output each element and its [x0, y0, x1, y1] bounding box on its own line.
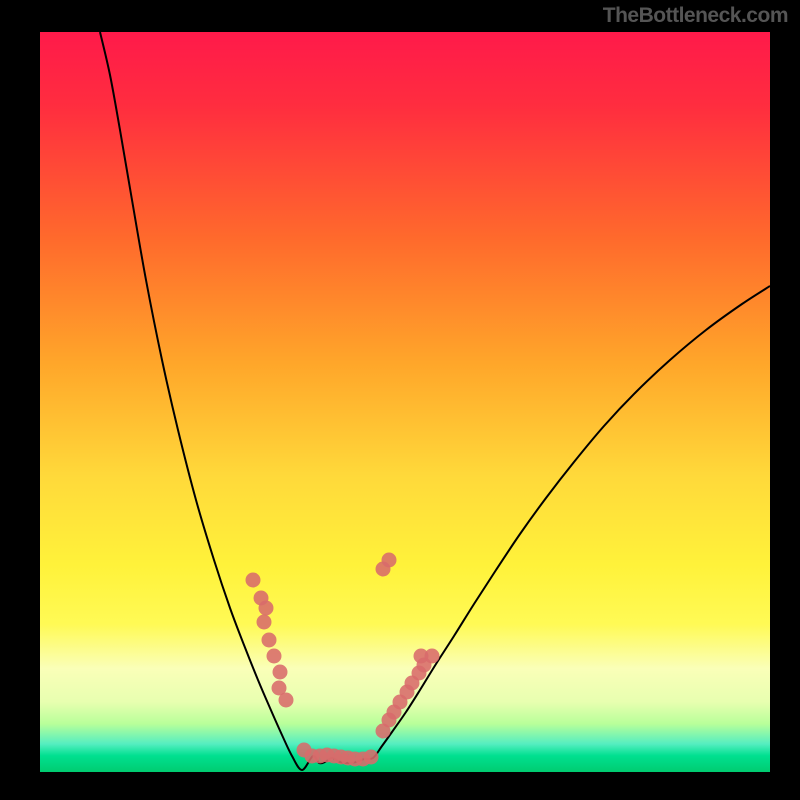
- scatter-point: [364, 750, 379, 765]
- scatter-point: [262, 633, 277, 648]
- scatter-point: [425, 649, 440, 664]
- bottleneck-chart: [0, 0, 800, 800]
- scatter-point: [259, 601, 274, 616]
- gradient-background: [40, 32, 770, 772]
- scatter-point: [246, 573, 261, 588]
- scatter-point: [257, 615, 272, 630]
- watermark: TheBottleneck.com: [603, 4, 788, 28]
- scatter-point: [382, 553, 397, 568]
- scatter-point: [279, 693, 294, 708]
- scatter-point: [267, 649, 282, 664]
- scatter-point: [273, 665, 288, 680]
- chart-container: { "watermark": "TheBottleneck.com", "can…: [0, 0, 800, 800]
